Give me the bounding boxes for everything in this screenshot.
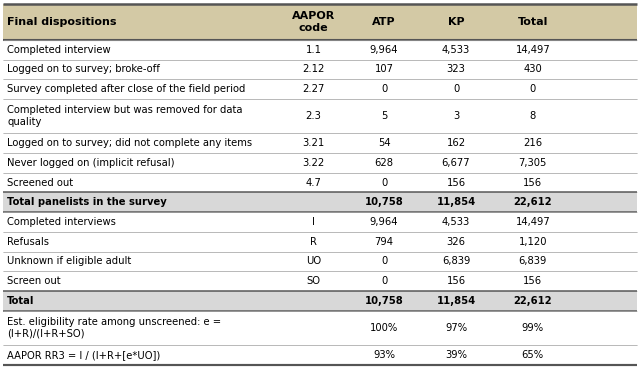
Text: 156: 156 bbox=[524, 177, 542, 187]
Text: 10,758: 10,758 bbox=[365, 296, 403, 306]
Text: 93%: 93% bbox=[373, 350, 395, 360]
Text: 39%: 39% bbox=[445, 350, 467, 360]
Text: 3.22: 3.22 bbox=[303, 158, 324, 168]
Text: UO: UO bbox=[306, 256, 321, 266]
Text: 6,839: 6,839 bbox=[518, 256, 547, 266]
Text: 2.27: 2.27 bbox=[303, 84, 324, 94]
Text: I: I bbox=[312, 217, 315, 227]
Text: Total: Total bbox=[7, 296, 35, 306]
Text: 1,120: 1,120 bbox=[518, 237, 547, 247]
Text: 0: 0 bbox=[381, 177, 387, 187]
Text: 216: 216 bbox=[524, 138, 542, 148]
Text: 97%: 97% bbox=[445, 323, 467, 333]
Text: Survey completed after close of the field period: Survey completed after close of the fiel… bbox=[7, 84, 245, 94]
Text: Total panelists in the survey: Total panelists in the survey bbox=[7, 197, 167, 207]
Text: 100%: 100% bbox=[370, 323, 398, 333]
Text: 14,497: 14,497 bbox=[515, 45, 550, 55]
Text: 162: 162 bbox=[447, 138, 465, 148]
Text: 326: 326 bbox=[447, 237, 465, 247]
Text: Completed interview but was removed for data
quality: Completed interview but was removed for … bbox=[7, 105, 243, 127]
Text: 794: 794 bbox=[374, 237, 394, 247]
Text: 4,533: 4,533 bbox=[442, 45, 470, 55]
Text: 7,305: 7,305 bbox=[518, 158, 547, 168]
Text: 4,533: 4,533 bbox=[442, 217, 470, 227]
Text: Screen out: Screen out bbox=[7, 276, 61, 286]
Text: 65%: 65% bbox=[522, 350, 544, 360]
Text: 0: 0 bbox=[381, 84, 387, 94]
Text: Never logged on (implicit refusal): Never logged on (implicit refusal) bbox=[7, 158, 175, 168]
Text: 5: 5 bbox=[381, 111, 387, 121]
Text: 22,612: 22,612 bbox=[513, 296, 552, 306]
Text: AAPOR RR3 = I / (I+R+[e*UO]): AAPOR RR3 = I / (I+R+[e*UO]) bbox=[7, 350, 160, 360]
Text: 99%: 99% bbox=[522, 323, 544, 333]
Text: AAPOR
code: AAPOR code bbox=[292, 11, 335, 33]
Text: 6,839: 6,839 bbox=[442, 256, 470, 266]
Text: 0: 0 bbox=[530, 84, 536, 94]
Text: Refusals: Refusals bbox=[7, 237, 49, 247]
Text: 107: 107 bbox=[374, 64, 394, 74]
Text: 11,854: 11,854 bbox=[436, 197, 476, 207]
Bar bbox=[3, 291, 637, 311]
Text: 9,964: 9,964 bbox=[370, 217, 398, 227]
Text: 54: 54 bbox=[378, 138, 390, 148]
Text: Completed interviews: Completed interviews bbox=[7, 217, 116, 227]
Text: Unknown if eligible adult: Unknown if eligible adult bbox=[7, 256, 131, 266]
Text: Screened out: Screened out bbox=[7, 177, 73, 187]
Text: 156: 156 bbox=[447, 276, 465, 286]
Text: 0: 0 bbox=[453, 84, 459, 94]
Text: 323: 323 bbox=[447, 64, 465, 74]
Text: R: R bbox=[310, 237, 317, 247]
Text: 156: 156 bbox=[524, 276, 542, 286]
Text: Est. eligibility rate among unscreened: e =
(I+R)/(I+R+SO): Est. eligibility rate among unscreened: … bbox=[7, 317, 221, 339]
Text: Completed interview: Completed interview bbox=[7, 45, 111, 55]
Text: SO: SO bbox=[307, 276, 321, 286]
Text: 6,677: 6,677 bbox=[442, 158, 470, 168]
Text: Logged on to survey; did not complete any items: Logged on to survey; did not complete an… bbox=[7, 138, 252, 148]
Bar bbox=[3, 4, 637, 40]
Text: 11,854: 11,854 bbox=[436, 296, 476, 306]
Text: 0: 0 bbox=[381, 256, 387, 266]
Text: 10,758: 10,758 bbox=[365, 197, 403, 207]
Text: 3.21: 3.21 bbox=[303, 138, 324, 148]
Text: 2.12: 2.12 bbox=[303, 64, 324, 74]
Text: 8: 8 bbox=[530, 111, 536, 121]
Text: 14,497: 14,497 bbox=[515, 217, 550, 227]
Text: Total: Total bbox=[518, 17, 548, 27]
Text: 628: 628 bbox=[374, 158, 394, 168]
Text: Final dispositions: Final dispositions bbox=[7, 17, 116, 27]
Text: 4.7: 4.7 bbox=[306, 177, 321, 187]
Text: 0: 0 bbox=[381, 276, 387, 286]
Text: ATP: ATP bbox=[372, 17, 396, 27]
Text: 1.1: 1.1 bbox=[306, 45, 322, 55]
Text: 9,964: 9,964 bbox=[370, 45, 398, 55]
Text: 430: 430 bbox=[524, 64, 542, 74]
Text: Logged on to survey; broke-off: Logged on to survey; broke-off bbox=[7, 64, 160, 74]
Text: 2.3: 2.3 bbox=[306, 111, 321, 121]
Text: 22,612: 22,612 bbox=[513, 197, 552, 207]
Text: KP: KP bbox=[448, 17, 464, 27]
Bar bbox=[3, 192, 637, 212]
Text: 156: 156 bbox=[447, 177, 465, 187]
Text: 3: 3 bbox=[453, 111, 459, 121]
